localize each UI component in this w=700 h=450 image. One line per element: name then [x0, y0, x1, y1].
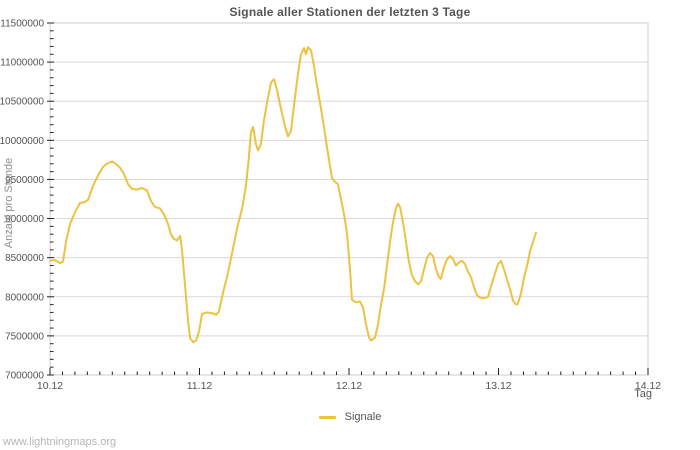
legend-series-label: Signale [344, 411, 382, 423]
plot-border [49, 22, 649, 376]
y-tick-label: 9000000 [5, 214, 44, 225]
chart-title: Signale aller Stationen der letzten 3 Ta… [229, 5, 471, 19]
y-tick-label: 7000000 [5, 371, 44, 382]
y-tick-label: 7500000 [5, 331, 44, 342]
x-tick-label: 11.12 [187, 380, 213, 392]
legend: Signale [0, 411, 700, 423]
y-tick-label: 10000000 [0, 136, 44, 147]
y-tick-label: 11000000 [0, 58, 44, 69]
x-axis-title: Tag [634, 388, 652, 400]
legend-line-swatch [318, 415, 336, 419]
watermark-text: www.lightningmaps.org [3, 436, 117, 448]
y-tick-label: 9500000 [5, 175, 44, 186]
x-tick-label: 12.12 [336, 380, 362, 392]
x-tick-label: 13.12 [485, 380, 511, 392]
signal-line-series [49, 46, 537, 344]
y-tick-label: 11500000 [0, 19, 44, 30]
y-tick-label: 10500000 [0, 97, 44, 108]
x-tick-label: 14.12 [635, 380, 661, 392]
y-tick-label: 8000000 [5, 292, 44, 303]
y-tick-label: 8500000 [5, 253, 44, 264]
x-tick-label: 10.12 [37, 380, 63, 392]
y-axis-title: Anzahl pro Stunde [3, 157, 15, 249]
